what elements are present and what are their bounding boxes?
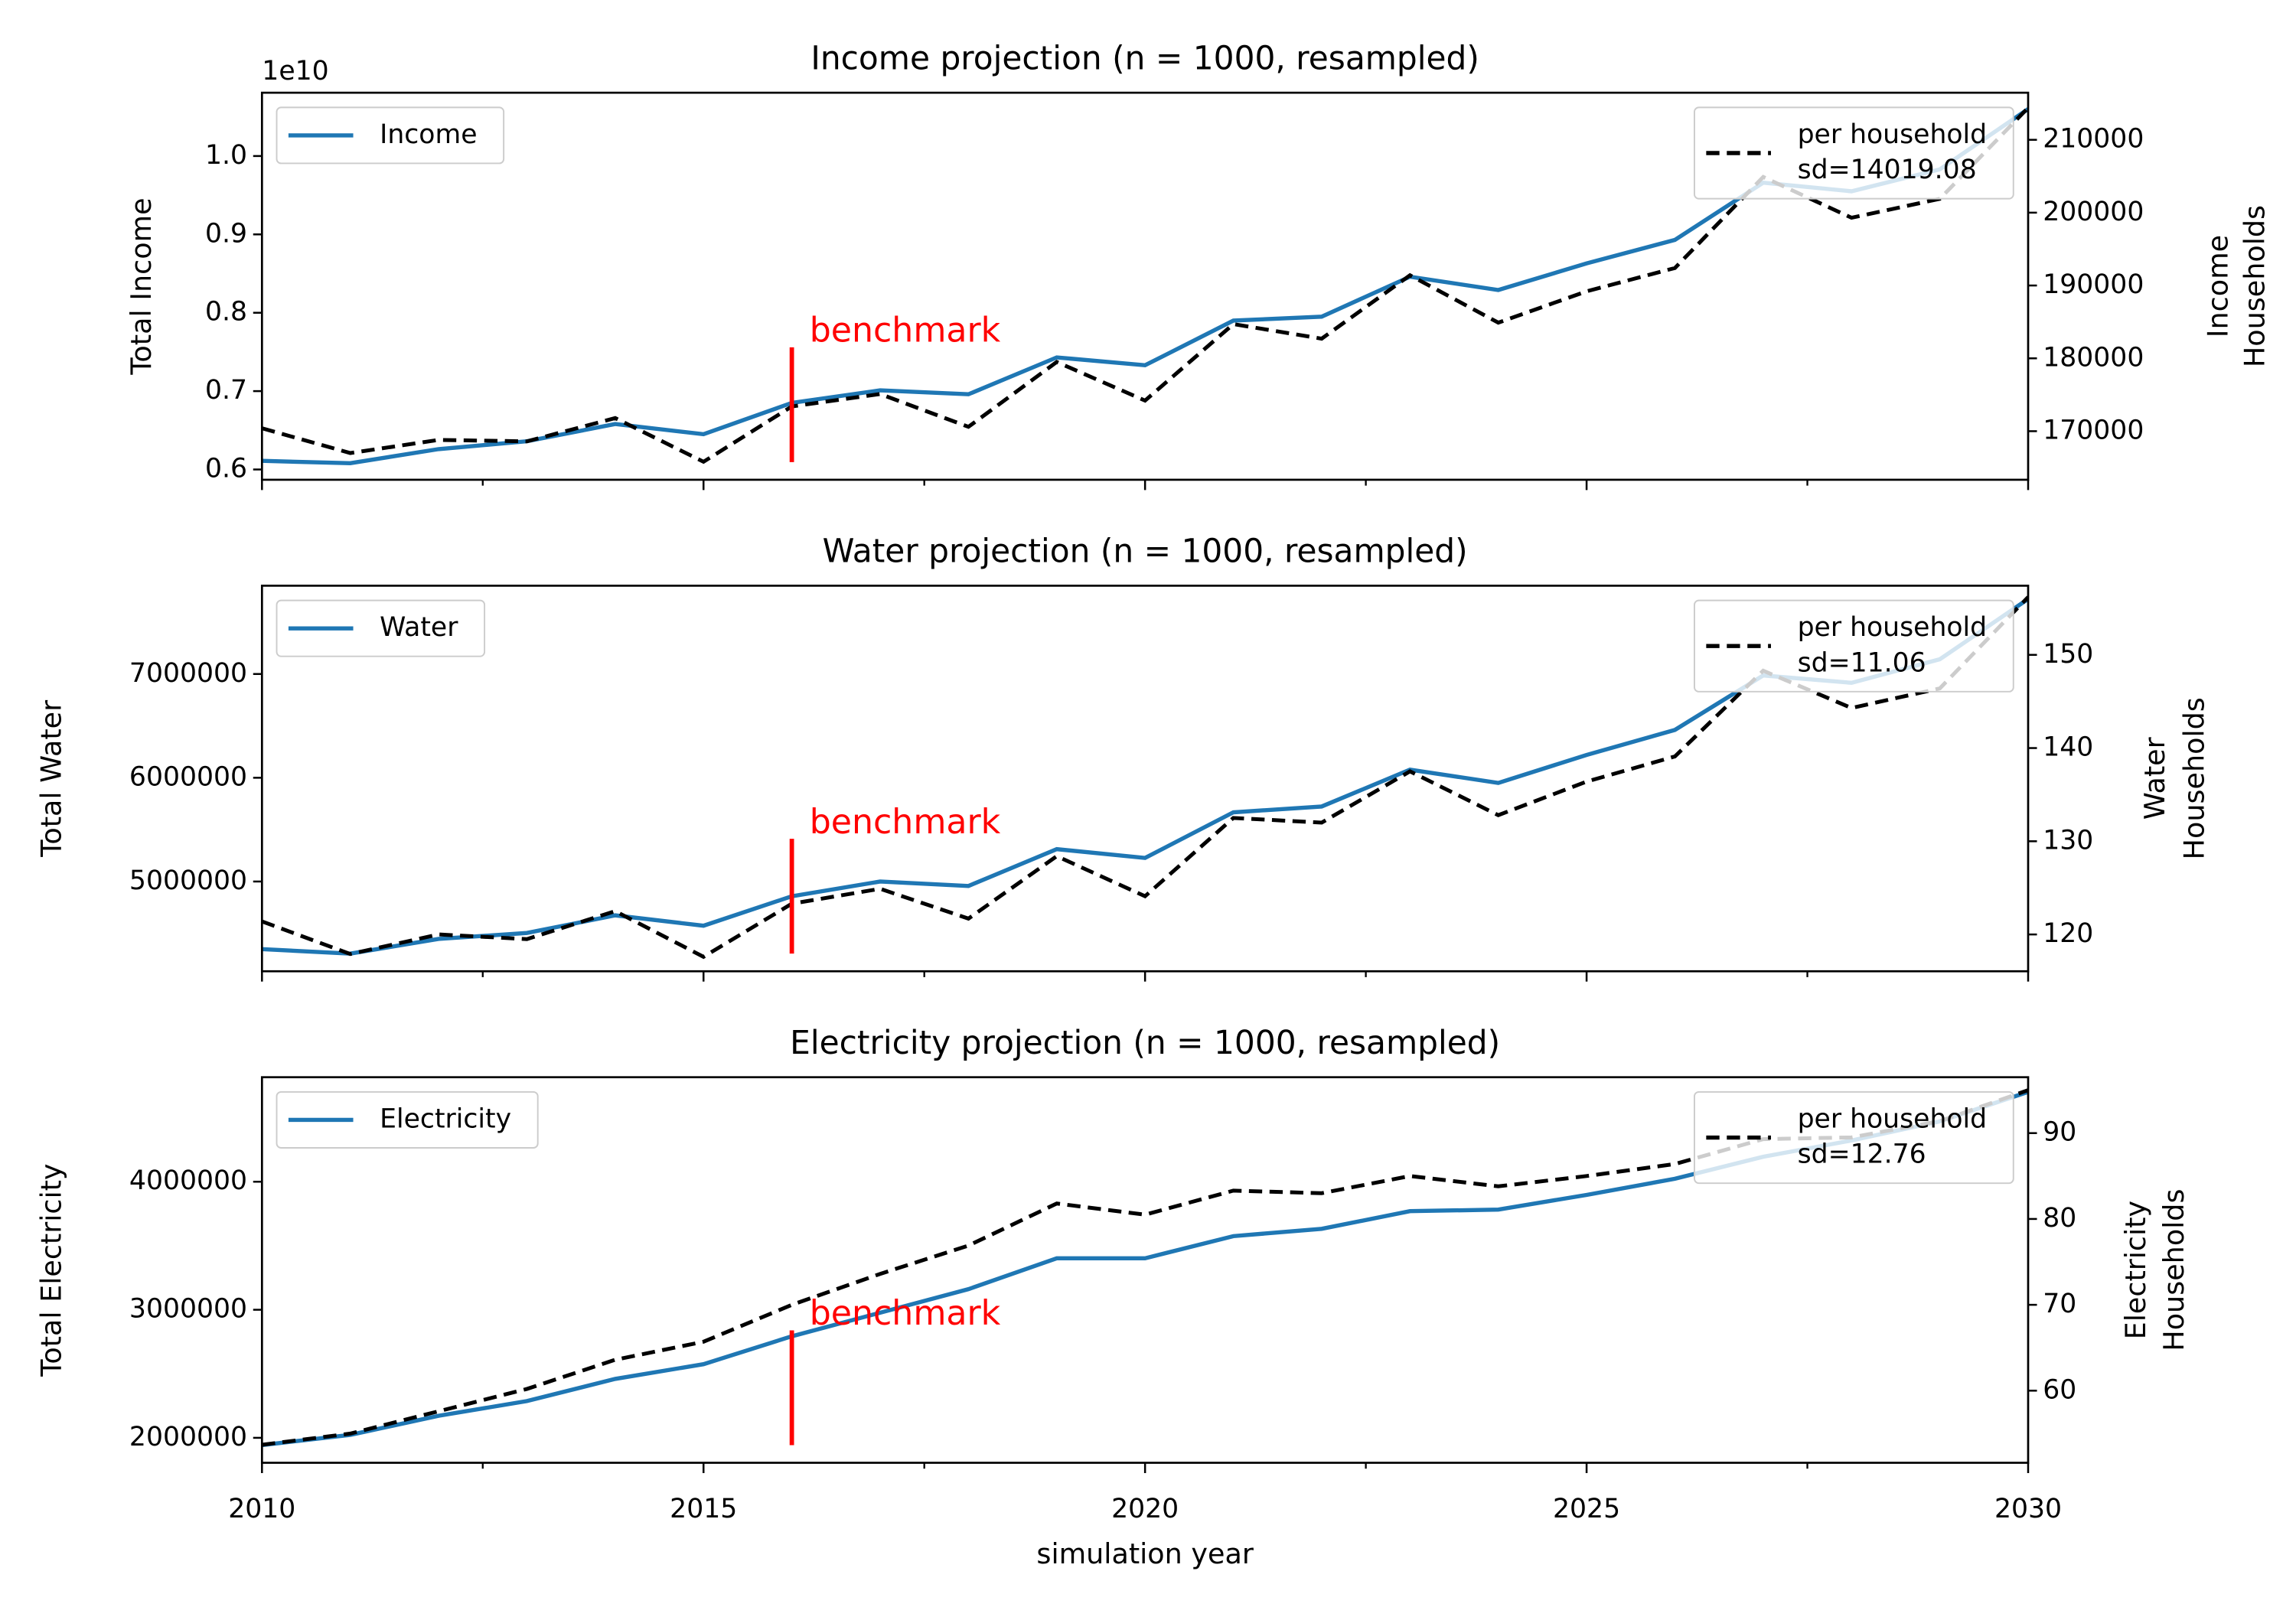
legend-label: Electricity: [380, 1103, 511, 1134]
legend-box: [276, 599, 486, 657]
y2-tick-label: 130: [2043, 825, 2093, 856]
y2-axis-label: Households: [2157, 1188, 2190, 1351]
y-tick-label: 0.6: [205, 454, 247, 484]
y2-tick-label: 190000: [2043, 269, 2144, 300]
series-line: [262, 595, 2028, 960]
y-tick-label: 3000000: [129, 1294, 247, 1325]
x-tick-label: 2010: [228, 1494, 295, 1524]
y-tick-label: 0.7: [205, 375, 247, 406]
chart-title: Income projection (n = 1000, resampled): [810, 39, 1479, 77]
chart-title: Water projection (n = 1000, resampled): [823, 533, 1468, 570]
chart-title: Electricity projection (n = 1000, resamp…: [790, 1024, 1500, 1061]
y-tick-label: 2000000: [129, 1422, 247, 1452]
y2-tick-label: 180000: [2043, 342, 2144, 373]
legend-box: [1694, 1090, 2014, 1185]
y2-tick-label: 90: [2043, 1117, 2076, 1148]
y-tick-label: 4000000: [129, 1165, 247, 1196]
legend: per household sd=12.76: [1694, 1090, 2014, 1185]
legend: Income: [276, 106, 505, 165]
y2-tick-label: 60: [2043, 1374, 2076, 1405]
plot-frame: [260, 91, 2030, 481]
legend-label: per household: [1798, 119, 1988, 150]
legend: Water: [276, 599, 486, 657]
y-tick-label: 6000000: [129, 761, 247, 792]
y-tick-label: 0.9: [205, 218, 247, 249]
legend-label: Income: [380, 119, 477, 150]
y2-tick-label: 150: [2043, 639, 2093, 670]
benchmark-label: benchmark: [810, 1294, 1001, 1333]
legend-box: [276, 1090, 539, 1149]
legend-note: sd=14019.08: [1798, 155, 1977, 185]
series-line: [262, 106, 2028, 464]
y2-tick-label: 170000: [2043, 415, 2144, 445]
plot-frame: [260, 1076, 2030, 1464]
legend-box: [276, 106, 505, 165]
legend-label: per household: [1798, 1103, 1988, 1134]
legend: Electricity: [276, 1090, 539, 1149]
x-tick-label: 2025: [1553, 1494, 1620, 1524]
y-axis-label: Total Electricity: [35, 1163, 68, 1377]
series-line: [262, 597, 2028, 956]
y2-tick-label: 200000: [2043, 197, 2144, 227]
x-tick-label: 2015: [670, 1494, 737, 1524]
x-axis-label: simulation year: [1036, 1537, 1254, 1570]
legend-box: [1694, 599, 2014, 693]
x-tick-label: 2020: [1111, 1494, 1179, 1524]
y-tick-label: 0.8: [205, 297, 247, 328]
x-tick-label: 2030: [1994, 1494, 2062, 1524]
y2-axis-label: Electricity: [2119, 1201, 2152, 1339]
y2-tick-label: 70: [2043, 1289, 2076, 1319]
legend-note: sd=12.76: [1798, 1139, 1926, 1170]
offset-text: 1e10: [262, 56, 328, 86]
y2-tick-label: 210000: [2043, 124, 2144, 155]
y-axis-label: Total Income: [125, 197, 158, 375]
y-tick-label: 1.0: [205, 140, 247, 171]
y2-axis-label: Households: [2178, 697, 2211, 859]
y2-axis-label: Households: [2239, 205, 2272, 367]
benchmark-label: benchmark: [810, 803, 1001, 842]
legend-label: per household: [1798, 612, 1988, 643]
benchmark-label: benchmark: [810, 311, 1001, 350]
y-tick-label: 7000000: [129, 658, 247, 689]
legend-box: [1694, 106, 2014, 200]
legend: per household sd=11.06: [1694, 599, 2014, 693]
y2-axis-label: Income: [2202, 235, 2235, 337]
y2-tick-label: 80: [2043, 1203, 2076, 1234]
y2-axis-label: Water: [2138, 736, 2171, 820]
y2-tick-label: 140: [2043, 732, 2093, 763]
y-axis-label: Total Water: [35, 699, 68, 858]
legend-label: Water: [380, 612, 458, 643]
legend-note: sd=11.06: [1798, 647, 1926, 678]
plot-frame: [260, 585, 2030, 973]
legend: per household sd=14019.08: [1694, 106, 2014, 200]
y-tick-label: 5000000: [129, 865, 247, 896]
y2-tick-label: 120: [2043, 918, 2093, 949]
